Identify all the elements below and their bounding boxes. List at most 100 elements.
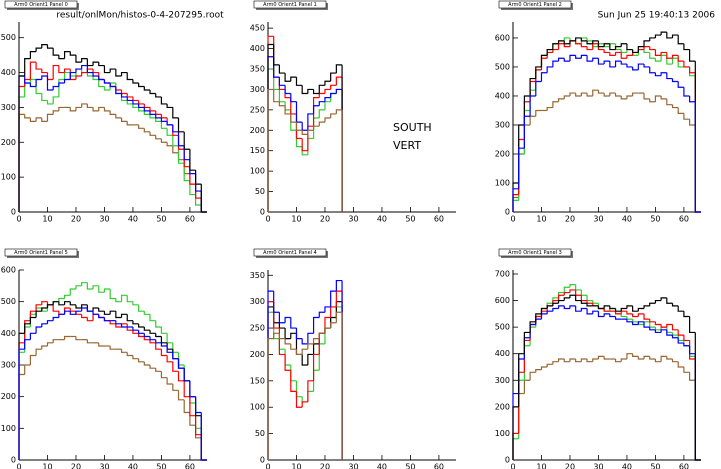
histogram-bin — [689, 372, 696, 381]
histogram-bin — [143, 311, 151, 315]
histogram-bin — [172, 145, 179, 154]
histogram-bin — [81, 314, 88, 319]
histogram-bin — [312, 353, 320, 381]
histogram-bin — [563, 58, 570, 62]
histogram-bin — [586, 55, 593, 62]
x-tick-label: 20 — [565, 463, 575, 469]
histogram-bin — [155, 117, 162, 122]
histogram-bin — [295, 328, 303, 340]
histogram-bin — [138, 330, 145, 334]
histogram-bin — [109, 310, 116, 315]
histogram-bin — [671, 78, 679, 83]
histogram-bin — [183, 145, 190, 161]
histogram-bin — [138, 103, 145, 109]
histogram-bin — [683, 43, 690, 51]
histogram-bin — [41, 44, 48, 49]
histogram-bin — [660, 95, 667, 100]
histogram-bin — [63, 294, 71, 299]
histogram-bin — [69, 288, 76, 296]
histogram-bin — [563, 95, 570, 99]
histogram-bin — [671, 34, 679, 38]
timestamp: Sun Jun 25 19:40:13 2006 — [598, 11, 716, 21]
panel-title: Arm0 Orient1 Panel 4 — [263, 250, 317, 256]
histogram-bin — [24, 320, 31, 343]
y-tick-label: 300 — [495, 376, 510, 385]
histogram-bin — [103, 65, 111, 74]
histogram-bin — [149, 330, 156, 334]
histogram-bin — [29, 61, 37, 80]
histogram-bin — [632, 49, 639, 54]
histogram-bin — [75, 106, 82, 111]
histogram-bin — [335, 109, 343, 114]
x-tick-label: 20 — [320, 463, 330, 469]
histogram-bin — [677, 107, 684, 114]
y-tick-label: 0 — [260, 208, 265, 217]
histogram-bin — [335, 76, 343, 86]
histogram-bin — [677, 55, 684, 62]
histogram-bin — [330, 113, 337, 119]
histogram-bin — [138, 358, 145, 363]
histogram-bin — [86, 282, 94, 290]
histogram-bin — [126, 100, 133, 105]
histogram-bin — [295, 77, 303, 86]
histogram-bin — [603, 308, 610, 312]
histogram-bin — [75, 285, 82, 289]
histogram-bin — [52, 64, 59, 80]
histogram-bin — [183, 131, 190, 150]
x-tick-label: 10 — [291, 463, 301, 469]
histogram-bin — [666, 72, 673, 80]
histogram-bin — [552, 361, 559, 365]
histogram-bin — [301, 138, 308, 152]
histogram-bin — [312, 338, 320, 344]
histogram-bin — [683, 335, 690, 342]
y-tick-label: 200 — [495, 402, 510, 411]
y-tick-label: 600 — [495, 296, 510, 305]
histogram-bin — [666, 32, 673, 39]
y-tick-label: 100 — [250, 167, 265, 176]
histogram-bin — [98, 76, 105, 81]
histogram-bin — [160, 349, 168, 357]
histogram-bin — [160, 121, 168, 129]
histogram-bin — [535, 313, 542, 322]
y-tick-label: 250 — [250, 105, 265, 114]
histogram-bin — [529, 371, 536, 381]
histogram-bin — [643, 305, 650, 309]
histogram-bin — [295, 349, 303, 356]
histogram-bin — [155, 333, 162, 338]
histogram-bin — [278, 101, 286, 107]
histogram-bin — [58, 313, 65, 318]
histogram-bin — [126, 295, 133, 303]
histogram-bin — [172, 107, 179, 119]
histogram-bin — [92, 285, 99, 289]
histogram-bin — [512, 188, 519, 212]
title-box — [253, 0, 327, 9]
histogram-bin — [160, 327, 168, 334]
histogram-bin — [46, 44, 54, 49]
x-tick-label: 30 — [348, 463, 358, 469]
histogram-bin — [63, 68, 71, 73]
histogram-bin — [597, 90, 605, 94]
histogram-bin — [126, 96, 133, 102]
histogram-bin — [109, 83, 116, 88]
title-box — [4, 0, 78, 9]
x-tick-label: 60 — [185, 463, 195, 469]
histogram-bin — [654, 95, 662, 102]
histogram-bin — [575, 305, 582, 312]
histogram-bin — [278, 64, 286, 74]
x-tick-label: 50 — [650, 215, 660, 224]
histogram-bin — [35, 47, 42, 52]
histogram-bin — [155, 339, 162, 344]
histogram-bin — [92, 76, 99, 81]
histogram-bin — [273, 44, 280, 66]
histogram-bin — [324, 117, 331, 123]
histogram-bin — [609, 305, 616, 310]
histogram-bin — [626, 64, 633, 68]
histogram-bin — [24, 114, 31, 119]
histogram-bin — [284, 73, 291, 82]
histogram-bin — [307, 353, 314, 365]
histogram-bin — [103, 317, 111, 322]
x-tick-label: 40 — [377, 215, 387, 224]
x-tick-label: 40 — [622, 215, 632, 224]
histogram-bin — [649, 356, 656, 360]
histogram-bin — [626, 54, 633, 59]
